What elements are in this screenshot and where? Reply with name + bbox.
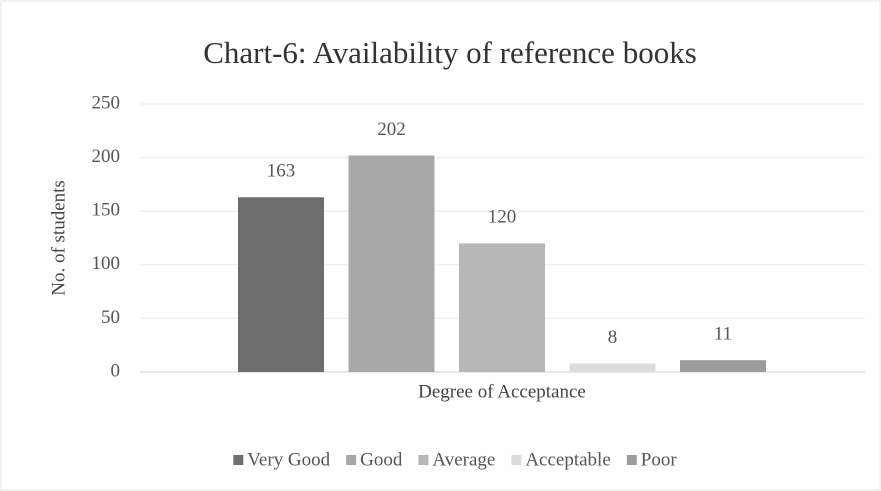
legend-label: Good <box>360 449 403 470</box>
y-axis-label: No. of students <box>48 180 69 296</box>
data-label: 11 <box>714 324 732 345</box>
legend-label: Poor <box>641 449 678 470</box>
bar <box>569 363 656 372</box>
data-label: 8 <box>608 327 618 348</box>
legend-swatch <box>418 455 429 465</box>
y-tick-label: 100 <box>92 253 121 274</box>
chart-title: Chart-6: Availability of reference books <box>203 35 697 70</box>
legend-swatch <box>233 455 244 465</box>
data-label: 163 <box>267 161 296 182</box>
data-label: 202 <box>377 119 406 140</box>
bar <box>348 155 435 372</box>
y-tick-label: 50 <box>101 307 120 328</box>
legend-swatch <box>346 455 357 465</box>
y-tick-label: 0 <box>111 360 121 381</box>
bar <box>238 197 324 372</box>
legend-label: Very Good <box>247 449 330 470</box>
x-tick-label: Degree of Acceptance <box>418 381 586 402</box>
y-tick-label: 200 <box>92 146 121 167</box>
legend-swatch <box>626 455 637 465</box>
y-tick-label: 250 <box>92 92 121 113</box>
bar <box>459 243 545 372</box>
bar <box>680 360 766 372</box>
legend-label: Acceptable <box>525 449 610 470</box>
data-label: 120 <box>488 207 517 228</box>
y-tick-label: 150 <box>92 200 121 221</box>
legend-label: Average <box>432 449 495 470</box>
legend-swatch <box>511 455 522 465</box>
